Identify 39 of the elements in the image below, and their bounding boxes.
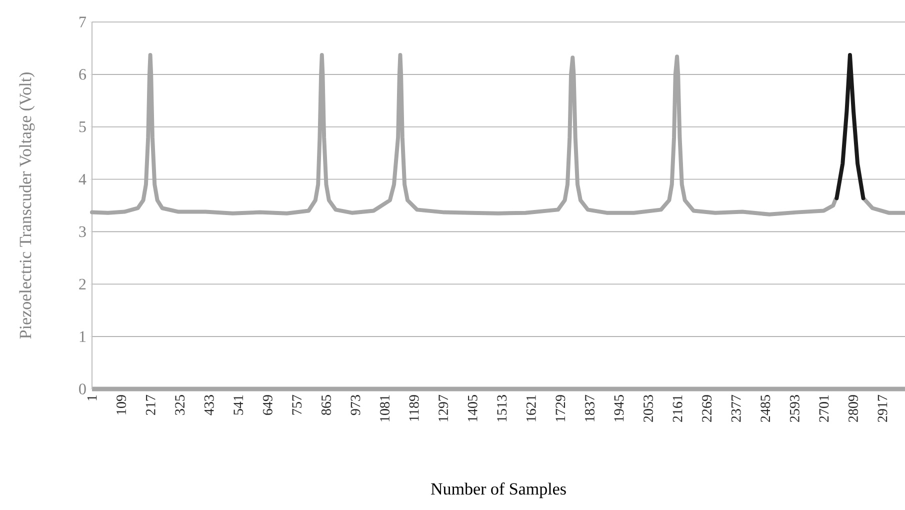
y-tick-label: 2 [79,278,86,290]
x-tick-label: 1945 [614,395,624,422]
x-tick-label: 649 [262,395,272,415]
x-tick-label: 217 [146,394,156,415]
x-tick-label: 973 [350,395,360,416]
line-series [834,53,866,200]
x-tick-label: 1621 [526,395,536,422]
y-tick-label: 0 [79,384,86,394]
x-tick-label: 541 [234,395,244,415]
x-tick-label: 2809 [848,395,858,422]
x-tick-label: 2917 [878,394,888,422]
y-tick-label: 7 [80,16,86,28]
x-tick-label: 2269 [702,395,712,422]
y-tick-label: 1 [80,331,86,342]
x-tick-label: 109 [116,395,126,414]
x-axis-title: Number of Samples [431,482,566,498]
y-axis-title: Piezoelectric Transcuder Voltage (Volt) [19,72,35,339]
x-tick-label: 2377 [731,394,741,422]
y-tick-label: 6 [79,69,86,80]
y-tick-label: 3 [79,226,86,238]
y-tick-label: 4 [78,174,86,185]
x-tick-label: 1513 [497,395,507,422]
x-tick-label: 1837 [584,394,594,422]
x-tick-label: 1 [87,395,97,400]
x-tick-label: 757 [292,394,302,415]
x-tick-label: 2053 [644,395,654,422]
x-tick-label: 433 [204,395,214,416]
x-tick-label: 1189 [409,395,419,421]
x-tick-label: 865 [322,395,331,415]
x-tick-label: 2593 [790,395,800,422]
x-tick-label: 2161 [672,395,682,422]
x-tick-label: 325 [175,395,185,415]
x-tick-label: 1297 [438,394,448,422]
x-tick-label: 1405 [468,395,478,422]
x-tick-label: 1081 [380,395,390,422]
y-tick-label: 5 [79,122,86,132]
x-tick-label: 2485 [760,395,770,422]
x-tick-label: 1729 [556,395,566,422]
x-tick-label: 2701 [819,395,829,422]
